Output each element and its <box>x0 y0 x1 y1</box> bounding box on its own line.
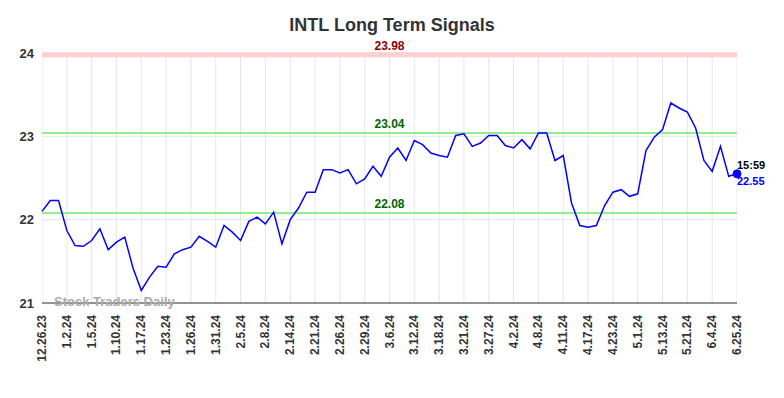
svg-text:4.11.24: 4.11.24 <box>556 315 570 355</box>
html-text:Stock Traders Daily: Stock Traders Daily <box>54 294 175 309</box>
svg-text:4.23.24: 4.23.24 <box>606 315 620 355</box>
svg-text:5.21.24: 5.21.24 <box>680 315 694 355</box>
svg-text:24: 24 <box>20 46 35 61</box>
svg-text:22.55: 22.55 <box>737 175 765 187</box>
svg-text:2.14.24: 2.14.24 <box>283 315 297 355</box>
svg-text:1.5.24: 1.5.24 <box>85 315 99 349</box>
svg-text:1.23.24: 1.23.24 <box>159 315 173 355</box>
svg-text:1.31.24: 1.31.24 <box>209 315 223 355</box>
svg-text:12.26.23: 12.26.23 <box>35 315 49 362</box>
svg-text:4.8.24: 4.8.24 <box>531 315 545 349</box>
svg-text:5.1.24: 5.1.24 <box>631 315 645 349</box>
svg-text:4.17.24: 4.17.24 <box>581 315 595 355</box>
svg-text:23.04: 23.04 <box>374 117 404 131</box>
svg-text:1.17.24: 1.17.24 <box>134 315 148 355</box>
svg-text:2.8.24: 2.8.24 <box>258 315 272 349</box>
svg-text:3.27.24: 3.27.24 <box>482 315 496 355</box>
svg-text:2.26.24: 2.26.24 <box>333 315 347 355</box>
svg-text:23.98: 23.98 <box>374 39 404 53</box>
svg-text:3.6.24: 3.6.24 <box>383 315 397 349</box>
svg-text:1.10.24: 1.10.24 <box>109 315 123 355</box>
svg-text:22: 22 <box>20 212 34 227</box>
svg-text:23: 23 <box>20 129 34 144</box>
svg-text:3.21.24: 3.21.24 <box>457 315 471 355</box>
svg-text:3.18.24: 3.18.24 <box>432 315 446 355</box>
svg-text:15:59: 15:59 <box>737 159 765 171</box>
svg-text:1.2.24: 1.2.24 <box>60 315 74 349</box>
svg-text:2.29.24: 2.29.24 <box>358 315 372 355</box>
html-text:INTL Long Term Signals: INTL Long Term Signals <box>289 15 495 35</box>
svg-text:2.5.24: 2.5.24 <box>234 315 248 349</box>
svg-text:5.13.24: 5.13.24 <box>656 315 670 355</box>
svg-text:6.25.24: 6.25.24 <box>730 315 744 355</box>
svg-text:21: 21 <box>20 296 34 311</box>
svg-text:4.2.24: 4.2.24 <box>507 315 521 349</box>
svg-text:1.26.24: 1.26.24 <box>184 315 198 355</box>
svg-text:2.21.24: 2.21.24 <box>308 315 322 355</box>
svg-text:3.12.24: 3.12.24 <box>407 315 421 355</box>
svg-text:6.4.24: 6.4.24 <box>705 315 719 349</box>
svg-text:22.08: 22.08 <box>374 197 404 211</box>
